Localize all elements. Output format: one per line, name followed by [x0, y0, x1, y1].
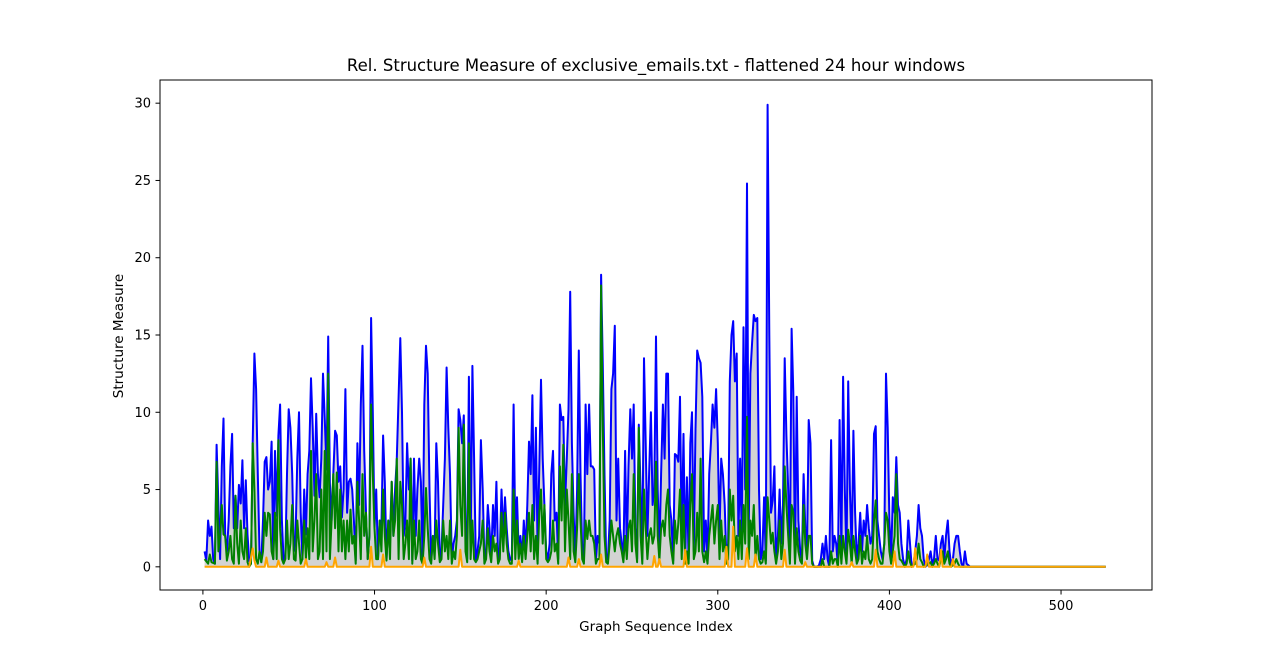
x-tick-label: 100 — [362, 599, 387, 614]
x-tick-label: 400 — [877, 599, 902, 614]
y-tick-label: 5 — [143, 483, 151, 498]
x-axis-label: Graph Sequence Index — [579, 619, 733, 635]
y-tick-label: 25 — [134, 174, 151, 189]
x-tick-label: 0 — [199, 599, 207, 614]
y-axis-label: Structure Measure — [111, 274, 127, 398]
x-tick-label: 300 — [705, 599, 730, 614]
y-tick-label: 10 — [134, 406, 151, 421]
chart-title: Rel. Structure Measure of exclusive_emai… — [347, 56, 965, 76]
y-tick-label: 30 — [134, 97, 151, 112]
series-line-upper — [203, 103, 1106, 568]
x-axis-ticks: 0 100 200 300 400 500 — [199, 590, 1074, 614]
series-line-lower — [204, 525, 1106, 568]
y-axis-ticks: 0 5 10 15 20 25 30 — [134, 97, 160, 575]
series-layer — [203, 103, 1106, 568]
x-tick-label: 500 — [1049, 599, 1074, 614]
x-tick-label: 200 — [534, 599, 559, 614]
series-line-middle — [203, 284, 1106, 568]
y-tick-label: 15 — [134, 329, 151, 344]
y-tick-label: 0 — [143, 560, 151, 575]
y-tick-label: 20 — [134, 251, 151, 266]
